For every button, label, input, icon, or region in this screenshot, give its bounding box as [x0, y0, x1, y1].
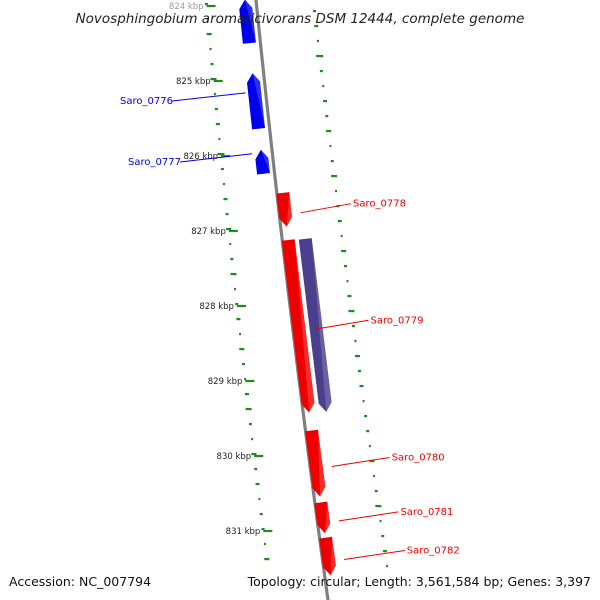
gene-saro-0781-shape[interactable] [314, 501, 331, 534]
gene-label-leader [331, 456, 390, 467]
gene-label-leader [338, 511, 399, 522]
gene-label[interactable]: Saro_0780 [392, 452, 445, 463]
gene-saro-0780[interactable] [305, 429, 326, 497]
gene-label-leader [179, 153, 253, 163]
gene-saro-0778-highlight [286, 192, 293, 227]
gene-label[interactable]: Saro_0781 [400, 507, 453, 518]
gene-saro-0778[interactable] [276, 192, 293, 227]
gene-saro-0779-shape[interactable] [281, 239, 315, 413]
accession-text: Accession: NC_007794 [9, 574, 151, 589]
gene-label[interactable]: Saro_0782 [407, 545, 460, 556]
gene-saro-0781-highlight [325, 501, 331, 534]
gene-saro-0781[interactable] [314, 501, 331, 534]
gene-label-leader [300, 203, 352, 214]
position-tick-label: 828 kbp [199, 302, 234, 312]
overlapping-feature-highlight [311, 238, 332, 412]
gene-saro-0776-highlight [252, 73, 265, 128]
gene-saro-0776-shape[interactable] [247, 73, 265, 130]
gene-saro-0782[interactable] [319, 536, 336, 576]
position-tick-label: 827 kbp [191, 227, 226, 237]
feature-track [239, 0, 336, 576]
gene-saro-0780-highlight [318, 429, 326, 497]
map-title: Novosphingobium aromaticivorans DSM 1244… [76, 11, 525, 27]
overlapping-feature[interactable] [298, 238, 332, 412]
overlapping-feature-shape[interactable] [298, 238, 332, 412]
gene-label[interactable]: Saro_0779 [371, 315, 424, 326]
topology-summary: Topology: circular; Length: 3,561,584 bp… [247, 574, 591, 589]
gene-saro-0778-shape[interactable] [276, 192, 293, 227]
gene-label-leader [314, 319, 369, 330]
gc-track [204, 2, 389, 568]
gene-label-leader [344, 549, 405, 560]
gene-saro-0777-highlight [260, 149, 270, 173]
gene-saro-0779-highlight [294, 239, 315, 413]
gene-fragment-top-shape[interactable] [239, 0, 256, 44]
gene-label[interactable]: Saro_0776 [120, 96, 173, 107]
position-tick-label: 831 kbp [226, 527, 261, 537]
gene-saro-0777-shape[interactable] [255, 149, 270, 175]
gene-label-leader [171, 92, 246, 102]
gene-saro-0782-highlight [330, 536, 336, 576]
position-tick-label: 825 kbp [176, 77, 211, 87]
gene-saro-0777[interactable] [255, 149, 270, 175]
gene-label[interactable]: Saro_0778 [353, 199, 406, 210]
position-tick-label: 824 kbp [169, 2, 204, 12]
position-tick-label: 826 kbp [183, 152, 218, 162]
gene-saro-0779[interactable] [281, 239, 315, 413]
label-track: Saro_0776 Saro_0777 Saro_0778 Saro_0779 Saro… [120, 92, 460, 560]
position-tick-label: 830 kbp [217, 452, 252, 462]
gene-saro-0776[interactable] [247, 73, 265, 130]
gene-saro-0782-shape[interactable] [319, 536, 336, 576]
position-tick-label: 829 kbp [208, 377, 243, 387]
tick-track: 824 kbp 825 kbp 826 kbp 827 kbp 828 kbp 829 k… [169, 2, 273, 537]
gene-fragment-top[interactable] [239, 0, 256, 44]
gene-saro-0780-shape[interactable] [305, 429, 326, 497]
gene-label[interactable]: Saro_0777 [128, 157, 181, 168]
gene-fragment-top-highlight [245, 0, 256, 43]
